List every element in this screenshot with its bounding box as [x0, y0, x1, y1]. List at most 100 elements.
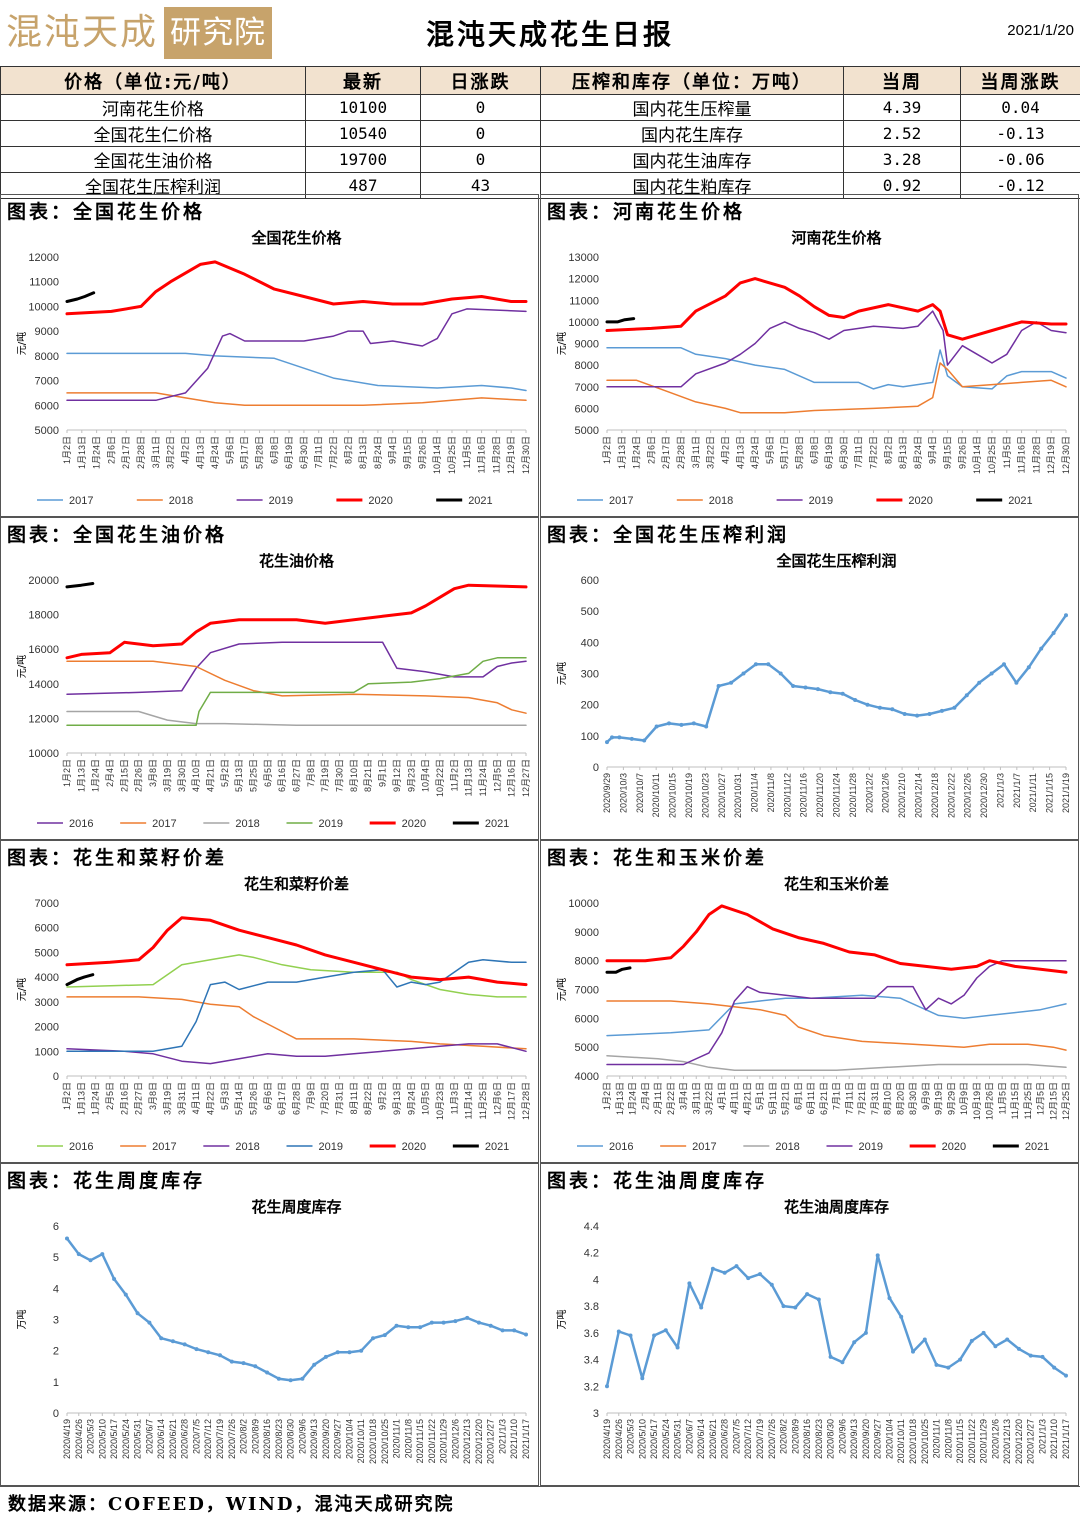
legend-label: 2019 — [319, 1141, 343, 1153]
x-tick-label: 3月22日 — [704, 1082, 714, 1115]
x-tick-label: 2月16日 — [119, 1082, 129, 1115]
x-tick-label: 2020/9/27 — [333, 1419, 343, 1459]
x-tick-label: 9月15日 — [943, 436, 953, 469]
x-tick-label: 9月13日 — [392, 1082, 402, 1115]
data-point — [1002, 662, 1006, 666]
data-point — [679, 723, 683, 727]
y-tick-label: 500 — [581, 606, 599, 618]
x-tick-label: 2020/11/22 — [427, 1419, 437, 1463]
data-point — [977, 681, 981, 685]
x-tick-label: 2020/6/21 — [168, 1419, 178, 1459]
x-tick-label: 1月13日 — [76, 1082, 86, 1115]
x-tick-label: 1月13日 — [76, 759, 86, 792]
x-tick-label: 12月30日 — [1061, 436, 1071, 474]
data-point — [928, 712, 932, 716]
y-tick-label: 12000 — [28, 713, 59, 725]
data-point — [828, 690, 832, 694]
x-tick-label: 1月13日 — [617, 436, 627, 469]
y-tick-label: 6000 — [575, 403, 599, 415]
logo-text: 混沌天成 — [6, 6, 158, 60]
x-tick-label: 11月25日 — [1023, 1082, 1033, 1119]
x-tick-label: 2020/7/19 — [215, 1419, 225, 1459]
x-tick-label: 2020/11/8 — [766, 773, 776, 812]
series-line-2017 — [67, 997, 526, 1049]
chart-henan-peanut-price: 河南花生价格元/吨5000600070008000900010000110001… — [541, 223, 1078, 516]
y-tick-label: 12000 — [28, 252, 59, 264]
series-line-2020 — [67, 585, 526, 658]
x-tick-label: 8月13日 — [898, 436, 908, 469]
legend-label: 2017 — [152, 1141, 176, 1153]
data-point — [652, 1334, 656, 1338]
y-tick-label: 3 — [53, 1315, 59, 1327]
legend-label: 2020 — [908, 495, 932, 507]
y-tick-label: 7000 — [575, 382, 599, 394]
data-point — [136, 1311, 140, 1315]
data-point — [993, 1344, 997, 1348]
legend-label: 2020 — [402, 1141, 426, 1153]
x-tick-label: 2021/1/17 — [1061, 1419, 1071, 1459]
y-tick-label: 0 — [53, 1408, 59, 1420]
x-tick-label: 6月17日 — [277, 1082, 287, 1115]
x-tick-label: 7月8日 — [306, 759, 316, 787]
header-price: 价格（单位:元/吨） — [1, 67, 306, 95]
y-tick-label: 5000 — [35, 425, 59, 437]
row-week: 2.52 — [844, 121, 961, 147]
x-tick-label: 2020/11/24 — [832, 773, 842, 817]
x-tick-label: 2020/6/7 — [144, 1419, 154, 1454]
x-tick-label: 2020/12/14 — [913, 773, 923, 818]
data-point — [766, 662, 770, 666]
data-point — [218, 1353, 222, 1357]
panel-title: 图表：全国花生油价格 — [7, 520, 227, 547]
x-tick-label: 2020/12/18 — [930, 773, 940, 818]
x-tick-label: 8月10日 — [349, 759, 359, 792]
y-tick-label: 8000 — [35, 351, 59, 363]
data-point — [1064, 1374, 1068, 1378]
data-point — [805, 1292, 809, 1296]
panel-title: 图表：全国花生价格 — [7, 197, 205, 224]
x-tick-label: 10月26日 — [985, 1082, 995, 1120]
data-point — [758, 1272, 762, 1276]
x-tick-label: 2020/11/8 — [403, 1419, 413, 1458]
y-tick-label: 9000 — [575, 339, 599, 351]
x-tick-label: 2020/5/10 — [97, 1419, 107, 1459]
data-point — [878, 706, 882, 710]
x-tick-label: 2020/8/2 — [239, 1419, 249, 1454]
x-tick-label: 2月17日 — [121, 436, 131, 469]
legend-label: 2017 — [152, 818, 176, 830]
row-latest: 19700 — [306, 147, 421, 173]
x-tick-label: 2月22日 — [666, 1082, 676, 1115]
y-tick-label: 16000 — [28, 644, 59, 656]
panel-title: 图表：全国花生压榨利润 — [547, 520, 789, 547]
y-tick-label: 8000 — [575, 956, 599, 968]
x-tick-label: 1月24日 — [91, 759, 101, 792]
y-tick-label: 10000 — [568, 317, 599, 329]
x-tick-label: 2021/1/17 — [521, 1419, 531, 1459]
row-name: 全国花生仁价格 — [1, 121, 306, 147]
chart-peanut-corn-spread: 花生和玉米价差元/吨400050006000700080009000100001… — [541, 869, 1078, 1162]
table-row: 河南花生价格 10100 0 国内花生压榨量 4.39 0.04 — [1, 95, 1080, 121]
x-tick-label: 2021/1/19 — [1061, 773, 1071, 813]
legend-label: 2017 — [692, 1141, 716, 1153]
y-tick-label: 4.4 — [584, 1221, 599, 1233]
chart-title: 全国花生价格 — [250, 229, 342, 247]
data-point — [406, 1325, 410, 1329]
row-change: 0 — [421, 121, 541, 147]
data-point — [853, 698, 857, 702]
x-tick-label: 3月19日 — [162, 1082, 172, 1115]
x-tick-label: 3月30日 — [177, 759, 187, 792]
x-tick-label: 2020/9/13 — [849, 1419, 859, 1459]
x-tick-label: 5月11日 — [768, 1082, 778, 1114]
x-tick-label: 11月24日 — [478, 759, 488, 796]
x-tick-label: 8月22日 — [363, 1082, 373, 1115]
x-tick-label: 2020/11/1 — [392, 1419, 402, 1458]
x-tick-label: 2020/11/16 — [799, 773, 809, 817]
data-point — [841, 692, 845, 696]
x-tick-label: 5月26日 — [248, 1082, 258, 1115]
series-line-2019 — [607, 311, 1066, 387]
x-tick-label: 7月11日 — [844, 1082, 854, 1114]
data-point — [183, 1342, 187, 1346]
x-tick-label: 2020/12/6 — [450, 1419, 460, 1459]
row-week-change: 0.04 — [961, 95, 1080, 121]
